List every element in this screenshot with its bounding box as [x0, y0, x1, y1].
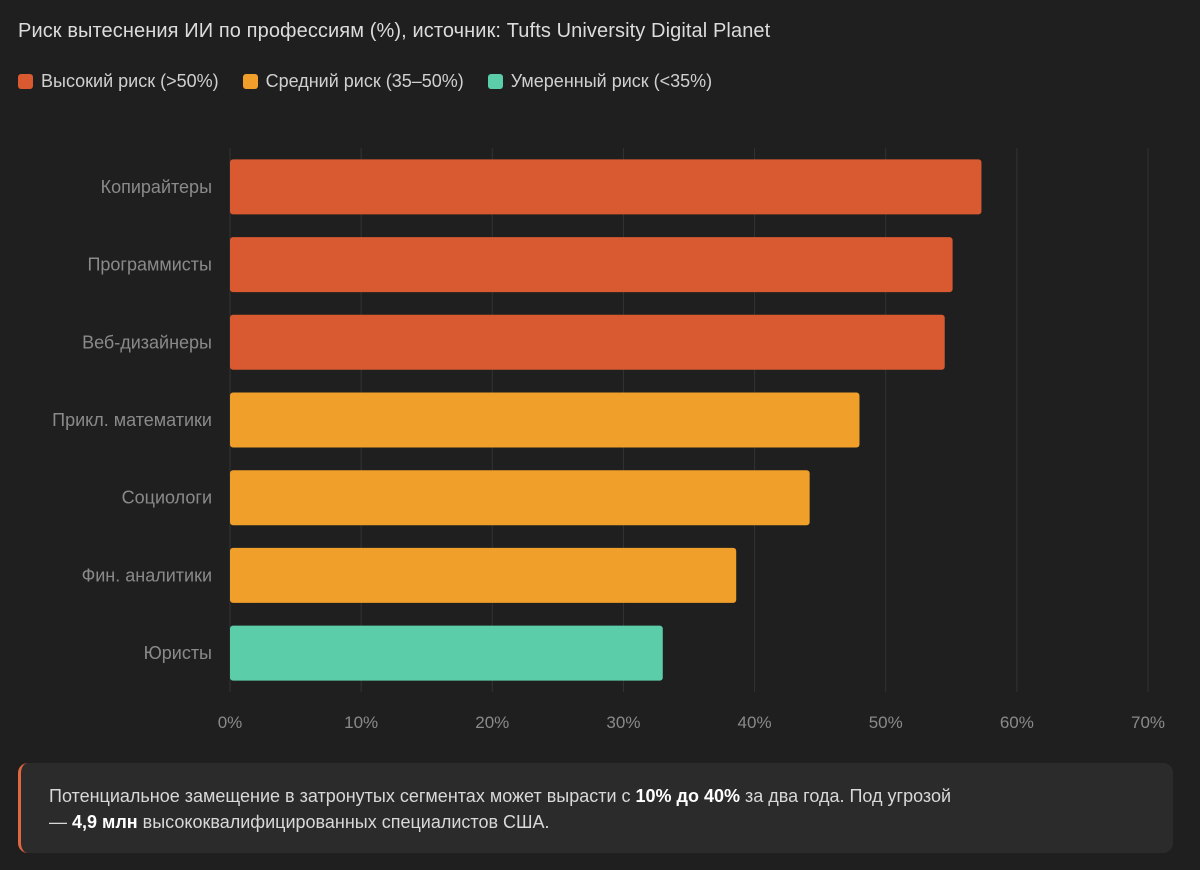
bar-2 — [230, 237, 953, 293]
note-highlight-count: 4,9 млн — [72, 812, 138, 832]
x-tick-label: 40% — [738, 713, 772, 732]
insight-note: Потенциальное замещение в затронутых сег… — [18, 763, 1173, 853]
chart-title: Риск вытеснения ИИ по профессиям (%), ис… — [18, 20, 771, 42]
bar-5 — [230, 470, 810, 526]
bar-1 — [230, 159, 982, 215]
category-label: Копирайтеры — [101, 177, 212, 197]
category-label: Юристы — [144, 643, 212, 663]
legend-item-moderate: Умеренный риск (<35%) — [487, 71, 713, 92]
x-tick-label: 20% — [475, 713, 509, 732]
x-tick-labels: 0% 10% 20% 30% 40% 50% 60% 70% — [218, 713, 1165, 732]
x-tick-label: 30% — [606, 713, 640, 732]
note-text-1: Потенциальное замещение в затронутых сег… — [49, 786, 636, 806]
category-label: Прикл. математики — [52, 410, 212, 430]
x-tick-label: 0% — [218, 713, 243, 732]
category-label: Фин. аналитики — [82, 565, 212, 585]
legend-label-moderate: Умеренный риск (<35%) — [510, 71, 713, 91]
note-text-4: высококвалифицированных специалистов США… — [137, 812, 550, 832]
legend-label-high: Высокий риск (>50%) — [41, 71, 219, 91]
note-highlight-range: 10% до 40% — [635, 786, 741, 806]
legend-label-medium: Средний риск (35–50%) — [265, 71, 464, 91]
category-labels: Копирайтеры Программисты Веб-дизайнеры Прик… — [52, 177, 212, 663]
x-tick-label: 10% — [344, 713, 378, 732]
bars — [230, 159, 982, 681]
x-tick-label: 60% — [1000, 713, 1034, 732]
bar-4 — [230, 392, 860, 448]
category-label: Социологи — [122, 488, 212, 508]
bar-3 — [230, 314, 945, 370]
legend-swatch-high — [18, 74, 33, 89]
legend-item-medium: Средний риск (35–50%) — [242, 71, 464, 92]
bar-6 — [230, 547, 737, 603]
category-label: Веб-дизайнеры — [82, 332, 212, 352]
x-tick-label: 70% — [1131, 713, 1165, 732]
legend-item-high: Высокий риск (>50%) — [18, 71, 219, 92]
bar-chart: Копирайтеры Программисты Веб-дизайнеры Прик… — [52, 148, 1165, 732]
category-label: Программисты — [87, 255, 212, 275]
legend-swatch-medium — [242, 74, 258, 89]
bar-7 — [230, 625, 663, 681]
note-text-2: за два года. Под угрозой — [740, 786, 952, 806]
legend-swatch-moderate — [487, 74, 503, 89]
note-text-3: — — [49, 812, 73, 832]
x-tick-label: 50% — [869, 713, 903, 732]
chart-legend: Высокий риск (>50%) Средний риск (35–50%… — [18, 71, 712, 92]
